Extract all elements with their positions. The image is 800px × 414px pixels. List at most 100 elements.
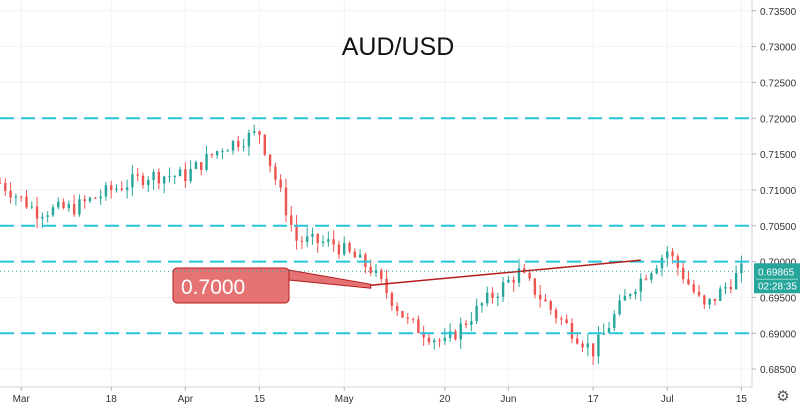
candle-body <box>433 340 436 343</box>
candle-body <box>613 314 616 329</box>
candle-body <box>697 291 701 296</box>
candle-body <box>67 204 71 209</box>
candle-body <box>131 174 134 188</box>
candle-body <box>343 243 346 255</box>
gear-icon[interactable]: ⚙ <box>776 387 790 405</box>
candle-body <box>507 279 510 283</box>
candle-body <box>538 294 542 300</box>
candle-body <box>533 278 537 295</box>
candle-body <box>136 174 139 176</box>
candle-body <box>57 201 60 208</box>
candle-body <box>602 332 605 335</box>
candle-body <box>46 215 49 217</box>
y-tick-label: 0.70000 <box>760 258 797 269</box>
candle-body <box>88 197 92 202</box>
candle-body <box>110 185 113 190</box>
candle-body <box>327 239 330 242</box>
candle-body <box>125 187 129 190</box>
candle-body <box>406 317 409 319</box>
candle-body <box>94 197 97 199</box>
candle-body <box>178 169 182 177</box>
x-tick-label: 15 <box>736 394 748 405</box>
candle-body <box>332 239 335 245</box>
trendline-layer: 0.7000 <box>172 259 641 304</box>
y-tick-label: 0.71000 <box>760 186 797 197</box>
candle-body <box>496 296 500 298</box>
x-tick-label: 17 <box>588 394 600 405</box>
last-price-badge <box>754 263 800 294</box>
candle-body <box>411 318 415 320</box>
chart-title: AUD/USD <box>342 33 455 61</box>
candle-body <box>279 179 282 188</box>
candles <box>0 124 743 365</box>
candle-body <box>252 131 256 133</box>
candle-body <box>120 188 124 190</box>
price-scale-bg <box>752 0 800 409</box>
candle-body <box>210 153 214 156</box>
candle-body <box>644 278 648 280</box>
candle-body <box>666 251 669 258</box>
candle-body <box>586 343 590 348</box>
candle-body <box>623 296 627 301</box>
candle-body <box>189 168 192 182</box>
candle-body <box>353 251 357 258</box>
candle-body <box>19 196 23 198</box>
candle-body <box>358 254 362 258</box>
candle-body <box>295 224 298 241</box>
candle-body <box>549 301 552 310</box>
candle-body <box>703 295 706 305</box>
candle-body <box>321 241 325 244</box>
candle-body <box>401 311 404 318</box>
candle-body <box>311 233 314 237</box>
candle-body <box>475 305 478 322</box>
candle-body <box>258 131 261 135</box>
y-tick-label: 0.72000 <box>760 114 797 125</box>
candle-body <box>200 162 203 170</box>
candle-body <box>692 284 695 292</box>
y-tick-label: 0.70500 <box>760 222 797 233</box>
callout-box <box>172 267 290 304</box>
candle-body <box>300 240 304 242</box>
candle-body <box>237 140 240 147</box>
candle-body <box>628 294 632 297</box>
candle-body <box>115 188 118 190</box>
candle-body <box>390 293 394 307</box>
candle-body <box>263 134 266 155</box>
candle-body <box>83 199 86 202</box>
candle-body <box>9 190 12 198</box>
candle-body <box>194 162 198 169</box>
candle-body <box>99 196 102 199</box>
x-tick-label: May <box>335 394 354 405</box>
candle-body <box>591 343 595 357</box>
candle-body <box>740 263 743 274</box>
candle-body <box>681 267 685 280</box>
candle-body <box>544 299 547 302</box>
candle-body <box>221 151 224 153</box>
candle-body <box>247 132 251 147</box>
callout-label: 0.7000 <box>181 276 245 299</box>
candle-body <box>528 272 531 279</box>
candle-body <box>147 180 150 186</box>
candle-body <box>152 171 155 181</box>
candle-body <box>268 154 272 167</box>
candle-body <box>517 268 521 283</box>
candle-body <box>184 169 187 182</box>
candle-body <box>427 337 431 343</box>
candle-body <box>581 343 584 348</box>
candle-body <box>443 337 447 342</box>
candle-body <box>348 243 351 252</box>
y-tick-label: 0.73000 <box>760 43 797 54</box>
candle-body <box>337 244 341 255</box>
candle-body <box>650 273 653 280</box>
candle-body <box>78 199 81 215</box>
candle-body <box>422 333 425 338</box>
y-tick-label: 0.72500 <box>760 78 797 89</box>
x-tick-label: 18 <box>106 394 118 405</box>
candle-body <box>0 182 2 184</box>
candle-body <box>470 321 473 326</box>
candle-body <box>305 236 309 242</box>
candle-body <box>4 182 7 191</box>
candle-body <box>231 140 235 151</box>
